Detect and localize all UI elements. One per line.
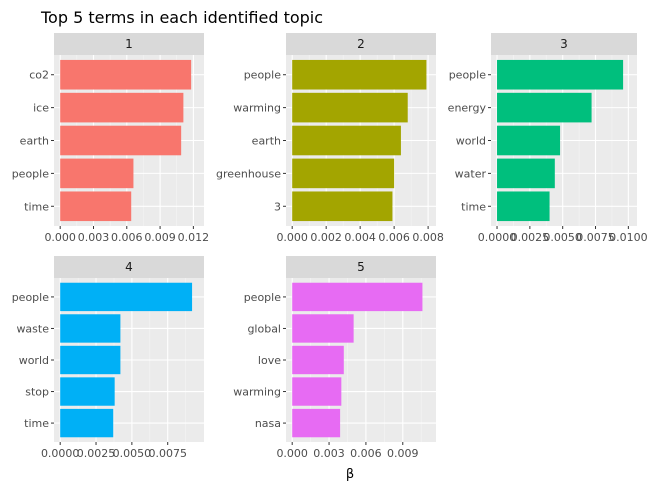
y-category-label: time <box>24 417 49 430</box>
x-tick-label: 0.0050 <box>113 447 152 460</box>
facet-strip <box>491 33 637 55</box>
y-category-label: co2 <box>29 69 49 82</box>
y-category-label: time <box>24 200 49 213</box>
bar-time <box>497 191 550 222</box>
x-tick-label: 0.0075 <box>148 447 187 460</box>
x-tick-label: 0.009 <box>387 447 419 460</box>
facet-strip <box>54 33 204 55</box>
y-category-label: stop <box>25 386 49 399</box>
x-tick-label: 0.008 <box>412 231 444 244</box>
bar-time <box>60 191 132 222</box>
y-category-label: warming <box>233 102 281 115</box>
bar-earth <box>60 125 182 156</box>
x-tick-label: 0.0000 <box>478 231 517 244</box>
bar-people <box>60 282 193 312</box>
facet-strip-label: 3 <box>560 37 568 51</box>
x-tick-label: 0.000 <box>276 447 308 460</box>
facet-5: 5 0.000 0.003 0.006 0.009 people global love war… <box>233 256 436 460</box>
bar-warming <box>292 92 408 123</box>
x-axis-title: β <box>346 467 354 482</box>
bar-co2 <box>60 59 192 90</box>
facets-container: 10.000 0.003 0.006 0.009 0.012co2iceearthpeo… <box>12 33 647 460</box>
chart-title: Top 5 terms in each identified topic <box>40 8 323 27</box>
y-category-label: time <box>461 200 486 213</box>
y-category-label: world <box>19 354 49 367</box>
y-category-label: 3 <box>274 200 281 213</box>
y-category-label: global <box>247 322 281 335</box>
bar-stop <box>60 377 115 406</box>
x-tick-label: 0.004 <box>344 231 376 244</box>
y-category-label: world <box>456 135 486 148</box>
x-tick-label: 0.0025 <box>511 231 550 244</box>
y-category-label: people <box>12 291 50 304</box>
y-category-label: ice <box>33 102 49 115</box>
x-tick-label: 0.009 <box>144 231 176 244</box>
facet-strip-label: 1 <box>125 37 133 51</box>
bar-love <box>292 345 344 375</box>
x-tick-label: 0.006 <box>111 231 143 244</box>
x-tick-label: 0.0000 <box>41 447 80 460</box>
facet-strip-label: 2 <box>357 37 365 51</box>
y-category-label: love <box>258 354 281 367</box>
x-tick-label: 0.0100 <box>609 231 647 244</box>
x-tick-label: 0.006 <box>350 447 382 460</box>
bar-ice <box>60 92 184 123</box>
bar-world <box>497 125 561 156</box>
x-tick-label: 0.002 <box>310 231 342 244</box>
y-category-label: people <box>449 69 487 82</box>
bar-people <box>292 59 427 90</box>
bar-greenhouse <box>292 158 395 189</box>
bar-world <box>60 345 121 375</box>
facet-strip <box>286 33 436 55</box>
y-category-label: waste <box>16 322 49 335</box>
bar-3 <box>292 191 393 222</box>
bar-nasa <box>292 408 341 438</box>
bar-people <box>292 282 423 312</box>
facet-strip-label: 4 <box>125 260 133 274</box>
bar-people <box>60 158 134 189</box>
y-category-label: warming <box>233 386 281 399</box>
y-category-label: earth <box>252 135 281 148</box>
x-tick-label: 0.0050 <box>543 231 582 244</box>
x-tick-label: 0.0025 <box>77 447 116 460</box>
x-tick-label: 0.000 <box>276 231 308 244</box>
y-category-label: earth <box>20 135 49 148</box>
x-tick-label: 0.006 <box>378 231 410 244</box>
y-category-label: energy <box>448 102 487 115</box>
bar-warming <box>292 377 342 406</box>
facet-2: 2 0.000 0.002 0.004 0.006 0.008 people warming e… <box>216 33 444 244</box>
y-category-label: people <box>12 167 50 180</box>
x-tick-label: 0.0075 <box>576 231 615 244</box>
bar-water <box>497 158 555 189</box>
y-category-label: greenhouse <box>216 167 281 180</box>
x-tick-label: 0.000 <box>44 231 76 244</box>
facet-strip <box>54 256 204 278</box>
x-tick-label: 0.012 <box>178 231 210 244</box>
bar-waste <box>60 314 121 343</box>
bar-energy <box>497 92 592 123</box>
facet-strip-label: 5 <box>357 260 365 274</box>
y-category-label: people <box>244 291 282 304</box>
bar-earth <box>292 125 401 156</box>
x-tick-label: 0.003 <box>78 231 110 244</box>
y-category-label: water <box>455 167 487 180</box>
facet-1: 1 0.000 0.003 0.006 0.009 0.012 co2 ice earth peo… <box>12 33 209 244</box>
bar-time <box>60 408 114 438</box>
bar-global <box>292 314 354 343</box>
bar-people <box>497 59 624 90</box>
x-tick-label: 0.003 <box>313 447 345 460</box>
y-category-label: nasa <box>255 417 281 430</box>
y-category-label: people <box>244 69 282 82</box>
facet-strip <box>286 256 436 278</box>
